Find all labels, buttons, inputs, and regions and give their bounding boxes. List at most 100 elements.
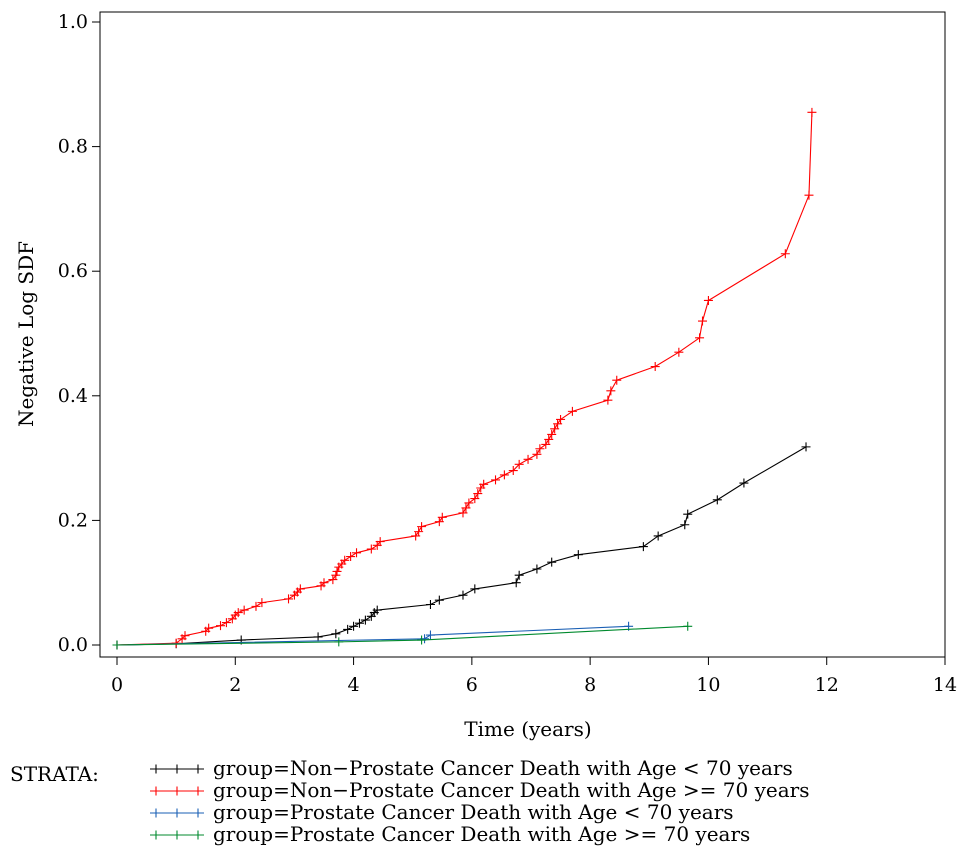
data-point [458, 590, 468, 600]
legend-entry-4: group=Prostate Cancer Death with Age >= … [150, 822, 750, 846]
legend-marker [193, 808, 203, 818]
data-point [473, 489, 483, 499]
data-point [417, 635, 427, 645]
legend-label: group=Non−Prostate Cancer Death with Age… [213, 778, 809, 802]
data-point [479, 479, 489, 489]
data-point [683, 509, 693, 519]
x-tick-label: 4 [348, 674, 360, 696]
data-point [354, 618, 364, 628]
data-point [567, 406, 577, 416]
legend-marker [172, 830, 182, 840]
plot-area-border [99, 11, 946, 658]
data-point [284, 594, 294, 604]
data-point [331, 570, 341, 580]
data-point [360, 615, 370, 625]
series-line [116, 625, 688, 646]
y-tick-label: 0.8 [58, 136, 88, 158]
data-point [470, 584, 480, 594]
legend-marker [193, 786, 203, 796]
x-tick-label: 10 [696, 674, 720, 696]
data-point [638, 542, 648, 552]
data-point [780, 249, 790, 259]
legend-label: group=Prostate Cancer Death with Age < 7… [213, 800, 734, 824]
data-point [425, 600, 435, 610]
legend-marker [151, 808, 161, 818]
data-point [532, 564, 542, 574]
data-point [499, 470, 509, 480]
data-point [417, 522, 427, 532]
data-point [650, 362, 660, 372]
data-point [112, 640, 122, 650]
x-tick-label: 6 [466, 674, 478, 696]
data-point [801, 442, 811, 452]
data-point [547, 429, 557, 439]
data-point [334, 637, 344, 647]
legend-marker [151, 764, 161, 774]
data-point [437, 512, 447, 522]
series-line [116, 112, 813, 646]
x-tick-label: 12 [815, 674, 839, 696]
x-tick-label: 2 [229, 674, 241, 696]
data-point [464, 498, 474, 508]
legend-label: group=Prostate Cancer Death with Age >= … [213, 822, 750, 846]
data-point [606, 386, 616, 396]
data-point [331, 629, 341, 639]
y-tick-label: 0.0 [58, 634, 88, 656]
data-point [508, 466, 518, 476]
data-point [204, 623, 214, 633]
series-2 [112, 107, 817, 650]
legend-title: STRATA: [10, 762, 99, 786]
data-point [695, 333, 705, 343]
data-point [313, 632, 323, 642]
data-point [603, 395, 613, 405]
y-axis-title: Negative Log SDF [14, 241, 38, 427]
data-point [514, 570, 524, 580]
legend-marker [193, 830, 203, 840]
y-tick-label: 1.0 [58, 11, 88, 33]
data-point [375, 537, 385, 547]
data-point [683, 621, 693, 631]
legend-marker [151, 786, 161, 796]
legend-marker [151, 830, 161, 840]
legend: STRATA: group=Non−Prostate Cancer Death … [10, 756, 809, 846]
series-3 [112, 621, 634, 650]
data-point [257, 598, 267, 608]
y-tick-label: 0.4 [58, 385, 88, 407]
data-point [532, 449, 542, 459]
data-point [372, 605, 382, 615]
data-point [295, 584, 305, 594]
legend-label: group=Non−Prostate Cancer Death with Age… [213, 756, 793, 780]
x-tick-label: 8 [584, 674, 596, 696]
legend-marker [172, 764, 182, 774]
data-point [171, 638, 181, 648]
data-point [739, 478, 749, 488]
data-point [239, 605, 249, 615]
data-point [698, 316, 708, 326]
data-point [612, 375, 622, 385]
data-point [573, 550, 583, 560]
data-point [352, 548, 362, 558]
data-point [216, 621, 225, 631]
data-point [434, 595, 444, 605]
legend-entry-2: group=Non−Prostate Cancer Death with Age… [150, 778, 809, 802]
legend-entry-1: group=Non−Prostate Cancer Death with Age… [150, 756, 793, 780]
data-point [514, 459, 524, 469]
data-point [470, 494, 480, 504]
data-point [233, 608, 243, 618]
data-point [653, 531, 663, 541]
data-point [544, 434, 554, 444]
series-line [116, 625, 629, 646]
y-axis: 0.0 0.2 0.4 0.6 0.8 1.0 [58, 11, 100, 656]
x-axis-title: Time (years) [464, 717, 591, 741]
data-point [332, 566, 342, 576]
y-tick-label: 0.2 [58, 509, 88, 531]
data-point [340, 555, 350, 565]
data-point [550, 424, 560, 434]
data-point [458, 508, 468, 518]
legend-marker [172, 786, 182, 796]
data-point [221, 618, 231, 628]
data-point [461, 503, 471, 513]
legend-marker [172, 808, 182, 818]
x-tick-label: 14 [933, 674, 957, 696]
data-point [349, 621, 359, 631]
